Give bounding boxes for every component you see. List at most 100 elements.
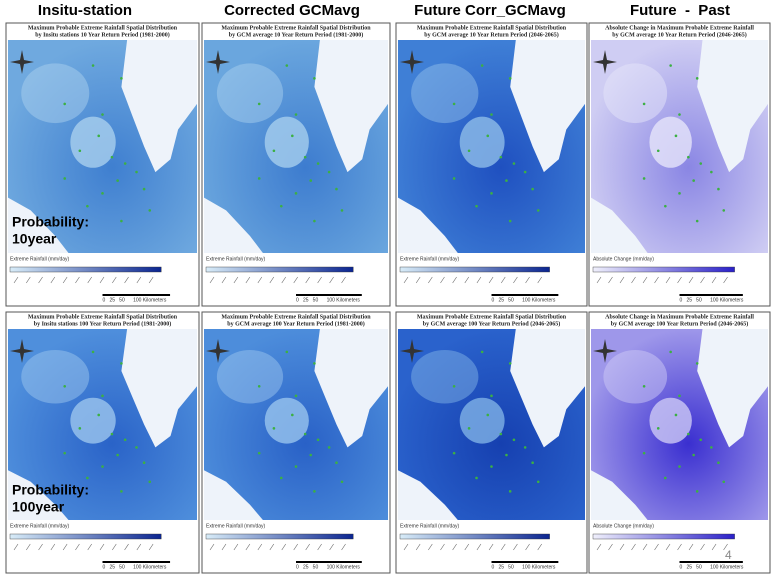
station	[63, 385, 66, 388]
legend-title: Extreme Rainfall (mm/day)	[206, 256, 266, 262]
panel-title: Maximum Probable Extreme Rainfall Spatia…	[417, 25, 567, 31]
rainfall-zone	[70, 117, 115, 168]
station	[295, 465, 298, 468]
scale-label: 0 25 50 100 Kilometers	[680, 564, 744, 570]
station	[309, 454, 312, 457]
station	[258, 177, 261, 180]
rainfall-zone	[265, 117, 309, 168]
station	[317, 162, 320, 165]
rainfall-zone	[411, 63, 478, 123]
station	[101, 113, 104, 116]
station	[313, 220, 316, 223]
station	[537, 209, 540, 212]
map-panel: Maximum Probable Extreme Rainfall Spatia…	[396, 312, 587, 573]
scale-label: 0 25 50 100 Kilometers	[103, 297, 167, 303]
station	[692, 454, 695, 457]
scale-bar	[103, 294, 171, 296]
station	[304, 433, 307, 436]
station	[273, 149, 276, 152]
station	[524, 171, 527, 174]
station	[86, 477, 89, 480]
station	[304, 156, 307, 159]
station	[286, 64, 289, 67]
row-label: 100year	[12, 499, 65, 515]
station	[313, 490, 316, 493]
rainfall-zone	[21, 63, 89, 123]
rainfall-zone	[603, 350, 667, 403]
station	[97, 135, 100, 138]
station	[258, 452, 261, 455]
station	[717, 461, 720, 464]
station	[468, 149, 471, 152]
station	[111, 433, 114, 436]
station	[280, 477, 283, 480]
station	[79, 427, 82, 430]
station	[286, 351, 289, 354]
station	[643, 103, 646, 106]
station	[273, 427, 276, 430]
station	[669, 64, 672, 67]
column-header: Future Corr_GCMavg	[414, 2, 566, 19]
map-panel: Absolute Change in Maximum Probable Extr…	[589, 23, 770, 306]
station	[148, 481, 151, 484]
station	[295, 395, 298, 398]
station	[513, 162, 516, 165]
station	[135, 446, 138, 449]
station	[341, 481, 344, 484]
station	[678, 113, 681, 116]
station	[120, 77, 123, 80]
station	[696, 490, 699, 493]
scale-label: 0 25 50 100 Kilometers	[296, 564, 360, 570]
rainfall-zone	[649, 398, 691, 444]
station	[280, 205, 283, 208]
legend-bar	[206, 267, 353, 272]
scale-label: 0 25 50 100 Kilometers	[680, 297, 744, 303]
station	[722, 481, 725, 484]
station	[531, 461, 534, 464]
station	[453, 177, 456, 180]
column-header: Future - Past	[630, 2, 730, 19]
scale-bar	[296, 294, 362, 296]
station	[513, 438, 516, 441]
station	[295, 192, 298, 195]
panel-title: Maximum Probable Extreme Rainfall Spatia…	[28, 25, 178, 31]
station	[678, 465, 681, 468]
station	[148, 209, 151, 212]
row-label: Probability:	[12, 214, 89, 230]
station	[63, 177, 66, 180]
scale-bar	[680, 561, 743, 563]
panel-title: by GCM average 10 Year Return Period (19…	[229, 31, 363, 38]
legend-title: Extreme Rainfall (mm/day)	[400, 523, 460, 529]
scale-label: 0 25 50 100 Kilometers	[492, 564, 556, 570]
station	[490, 465, 493, 468]
legend-title: Extreme Rainfall (mm/day)	[10, 523, 70, 529]
panel-title: Maximum Probable Extreme Rainfall Spatia…	[221, 25, 371, 31]
station	[335, 461, 338, 464]
station	[505, 454, 508, 457]
map-panel: Absolute Change in Maximum Probable Extr…	[589, 312, 770, 573]
station	[675, 414, 678, 417]
station	[328, 446, 331, 449]
station	[63, 452, 66, 455]
station	[317, 438, 320, 441]
station	[335, 188, 338, 191]
station	[258, 385, 261, 388]
station	[717, 188, 720, 191]
station	[696, 77, 699, 80]
station	[699, 162, 702, 165]
panel-title: by GCM average 100 Year Return Period (2…	[423, 320, 560, 327]
station	[500, 156, 503, 159]
rainfall-zone	[21, 350, 89, 403]
station	[486, 414, 489, 417]
station	[111, 156, 114, 159]
station	[453, 103, 456, 106]
rainfall-zone	[217, 350, 283, 403]
station	[313, 77, 316, 80]
station	[97, 414, 100, 417]
station	[92, 351, 95, 354]
legend-bar	[10, 267, 161, 272]
station	[475, 477, 478, 480]
station	[699, 438, 702, 441]
station	[524, 446, 527, 449]
station	[490, 395, 493, 398]
